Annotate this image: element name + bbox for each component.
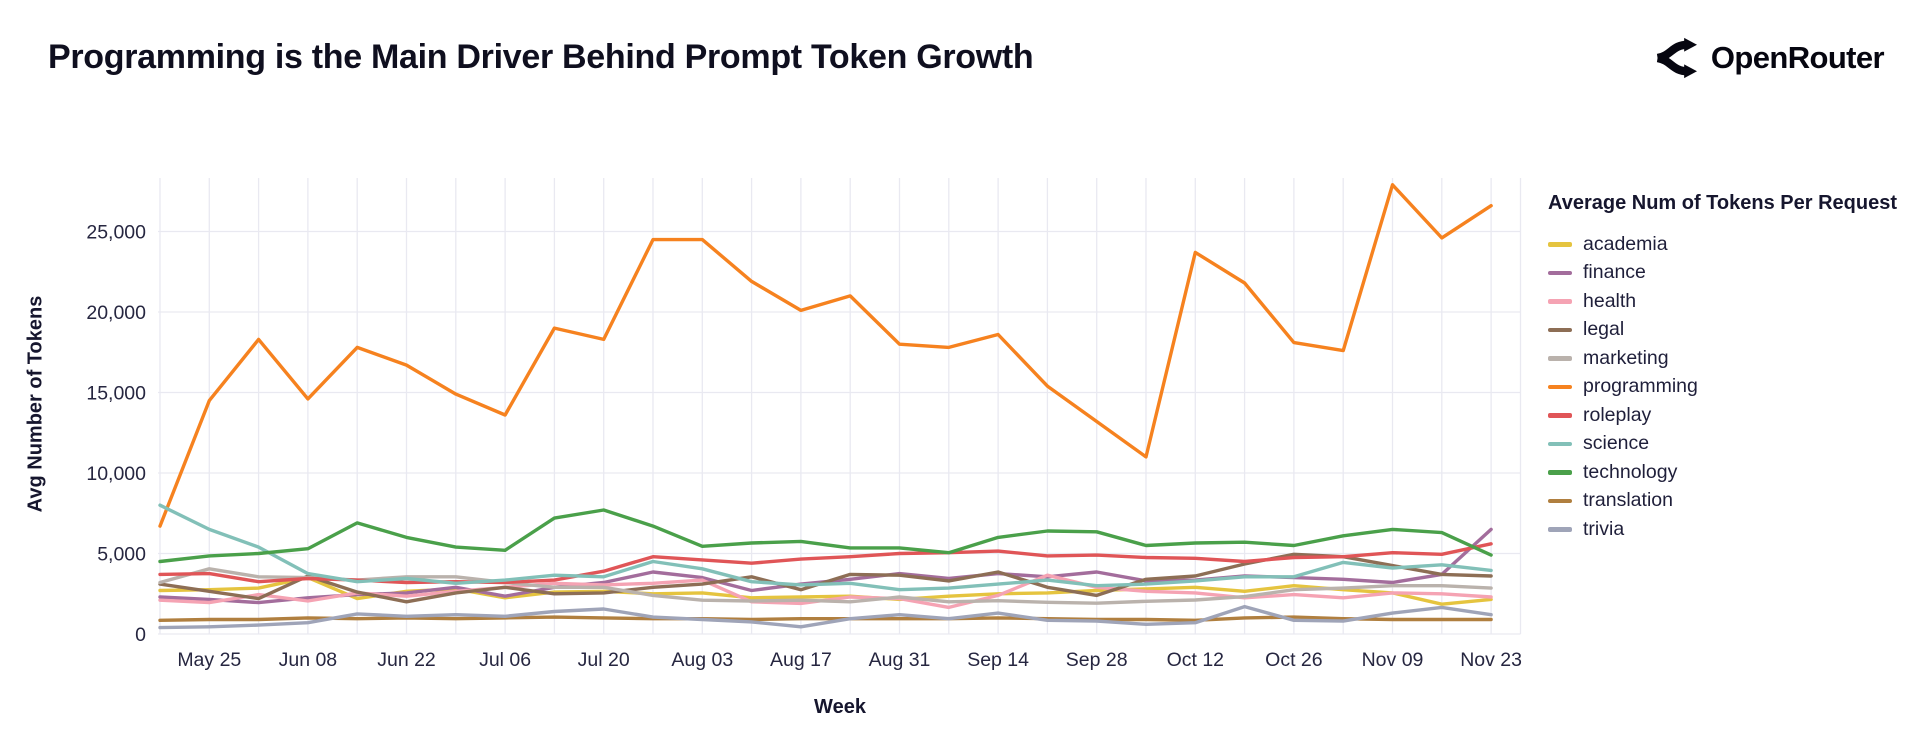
y-tick-label: 15,000 <box>86 383 146 405</box>
legend-swatch-academia <box>1548 242 1572 247</box>
series-line-technology[interactable] <box>158 508 1493 564</box>
x-tick-label: Jun 22 <box>377 649 436 671</box>
legend-item-legal[interactable]: legal <box>1548 316 1920 345</box>
legend-item-technology[interactable]: technology <box>1548 458 1920 487</box>
legend-swatch-finance <box>1548 270 1572 275</box>
legend-label: programming <box>1583 375 1698 398</box>
legend-swatch-roleplay <box>1548 413 1572 418</box>
legend-item-health[interactable]: health <box>1548 287 1920 316</box>
series-line-programming[interactable] <box>158 183 1493 528</box>
openrouter-logo-icon <box>1656 37 1697 79</box>
legend-label: finance <box>1583 261 1646 284</box>
x-tick-label: Sep 14 <box>967 649 1029 671</box>
legend-label: academia <box>1583 232 1668 255</box>
legend-label: health <box>1583 289 1637 312</box>
legend-item-programming[interactable]: programming <box>1548 373 1920 402</box>
brand-name: OpenRouter <box>1710 40 1885 75</box>
x-axis-title: Week <box>814 696 866 718</box>
legend-title: Average Num of Tokens Per Request <box>1548 192 1897 214</box>
legend-label: translation <box>1583 489 1673 512</box>
legend-label: technology <box>1583 460 1678 483</box>
y-tick-label: 5,000 <box>97 544 146 566</box>
x-tick-label: May 25 <box>177 649 241 671</box>
legend-item-marketing[interactable]: marketing <box>1548 344 1920 373</box>
series-line-science[interactable] <box>158 503 1493 592</box>
y-tick-label: 25,000 <box>86 222 146 244</box>
y-tick-label: 20,000 <box>86 302 146 324</box>
legend-label: legal <box>1583 318 1625 341</box>
legend-swatch-science <box>1548 441 1572 446</box>
legend-item-academia[interactable]: academia <box>1548 230 1920 259</box>
legend-item-roleplay[interactable]: roleplay <box>1548 401 1920 430</box>
x-tick-label: Aug 31 <box>869 649 931 671</box>
legend-label: roleplay <box>1583 403 1652 426</box>
x-tick-label: Aug 17 <box>770 649 832 671</box>
page-title: Programming is the Main Driver Behind Pr… <box>48 38 1034 76</box>
y-axis-title: Avg Number of Tokens <box>24 295 47 513</box>
x-tick-label: Oct 12 <box>1167 649 1224 671</box>
x-tick-label: Oct 26 <box>1265 649 1322 671</box>
y-tick-label: 0 <box>135 624 146 646</box>
y-tick-label: 10,000 <box>86 463 146 485</box>
x-tick-label: Jul 20 <box>578 649 630 671</box>
x-tick-label: Sep 28 <box>1066 649 1128 671</box>
legend-item-translation[interactable]: translation <box>1548 487 1920 516</box>
series-line-translation[interactable] <box>158 615 1493 622</box>
legend-swatch-trivia <box>1548 527 1572 532</box>
legend-label: science <box>1583 432 1650 455</box>
legend-swatch-programming <box>1548 384 1572 389</box>
x-tick-label: Jul 06 <box>479 649 531 671</box>
legend-item-trivia[interactable]: trivia <box>1548 515 1920 544</box>
x-tick-label: Jun 08 <box>279 649 338 671</box>
x-tick-label: Aug 03 <box>671 649 733 671</box>
x-tick-label: Nov 23 <box>1460 649 1522 671</box>
legend-item-science[interactable]: science <box>1548 430 1920 459</box>
legend-swatch-health <box>1548 299 1572 304</box>
legend-swatch-legal <box>1548 327 1572 332</box>
legend-label: marketing <box>1583 346 1669 369</box>
legend-swatch-translation <box>1548 498 1572 503</box>
legend-swatch-technology <box>1548 470 1572 475</box>
legend-items: academia finance health legal marketing progr… <box>1548 230 1920 544</box>
brand: OpenRouter <box>1653 36 1885 80</box>
legend-item-finance[interactable]: finance <box>1548 259 1920 288</box>
legend-swatch-marketing <box>1548 356 1572 361</box>
x-tick-label: Nov 09 <box>1362 649 1424 671</box>
legend-label: trivia <box>1583 517 1625 540</box>
series-line-trivia[interactable] <box>158 604 1493 630</box>
legend: Average Num of Tokens Per Request academ… <box>1548 192 1920 544</box>
